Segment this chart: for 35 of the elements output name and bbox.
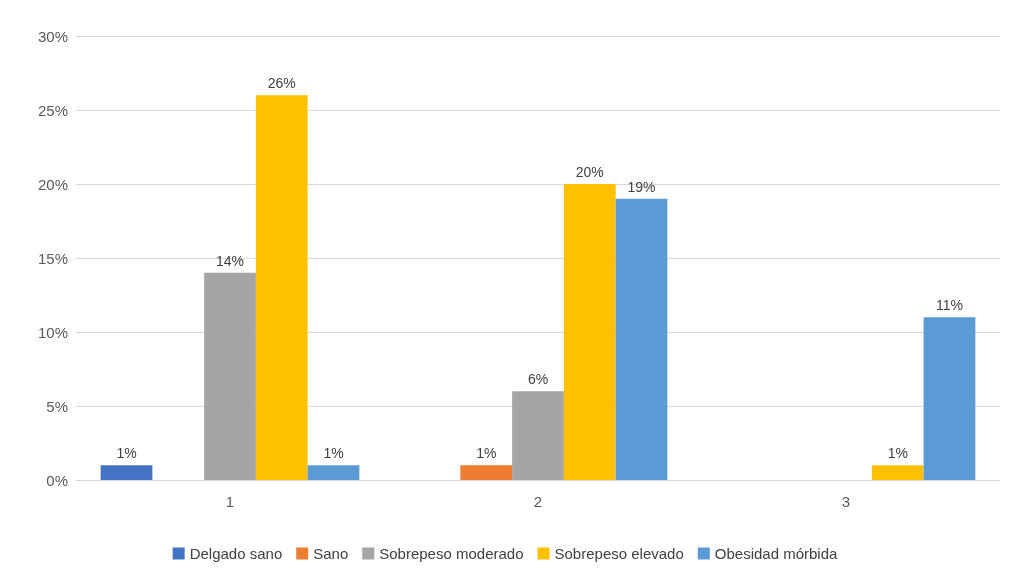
- x-tick-label: 3: [841, 493, 851, 510]
- data-label: 6%: [527, 371, 549, 388]
- y-tick-label: 30%: [37, 27, 68, 45]
- bar: [923, 317, 976, 480]
- data-label: 1%: [887, 445, 908, 462]
- bar: [512, 391, 564, 480]
- data-label: 19%: [627, 178, 656, 195]
- bar: [100, 465, 153, 480]
- data-label: 14%: [215, 252, 245, 269]
- y-tick-label: 5%: [46, 397, 68, 415]
- data-label: 11%: [936, 297, 963, 314]
- data-label: 26%: [267, 75, 296, 92]
- bar: [615, 198, 668, 480]
- bar: [255, 95, 308, 480]
- y-tick-label: 20%: [37, 175, 68, 193]
- data-label: 20%: [575, 164, 604, 180]
- x-tick-label: 1: [225, 493, 235, 510]
- legend-label: Sobrepeso elevado: [554, 545, 684, 562]
- bar: [563, 184, 616, 480]
- y-tick-label: 10%: [37, 323, 68, 341]
- bar: [307, 465, 360, 480]
- legend-label: Sano: [313, 545, 349, 562]
- legend-label: Delgado sano: [189, 545, 283, 562]
- bar: [204, 272, 256, 480]
- data-label: 1%: [323, 445, 344, 462]
- y-tick-label: 15%: [37, 249, 68, 267]
- x-tick-label: 2: [533, 493, 543, 510]
- legend-label: Sobrepeso moderado: [379, 545, 524, 562]
- y-tick-label: 25%: [37, 101, 68, 119]
- data-label: 1%: [476, 445, 497, 462]
- data-label: 1%: [116, 445, 137, 462]
- bar: [871, 465, 924, 480]
- legend-label: Obesidad mórbida: [714, 545, 839, 562]
- bar: [460, 465, 513, 480]
- y-tick-label: 0%: [46, 471, 68, 489]
